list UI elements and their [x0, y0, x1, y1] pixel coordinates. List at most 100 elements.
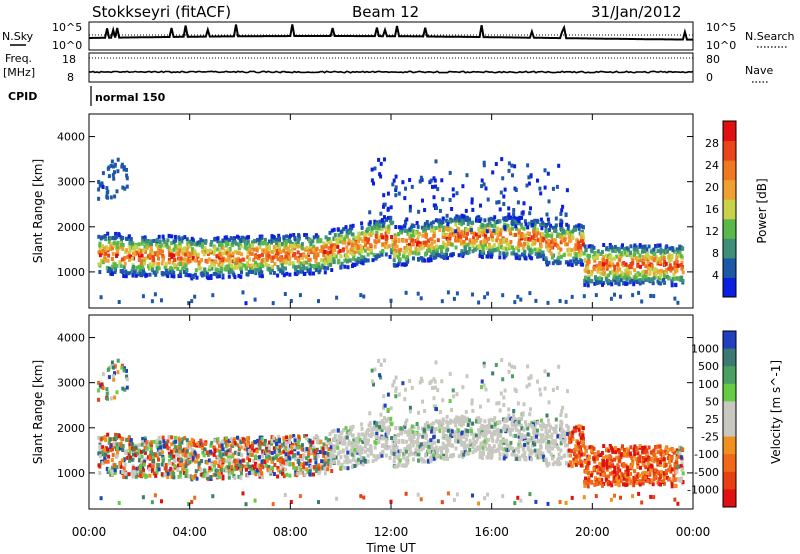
heatmap-cell: [239, 244, 243, 249]
heatmap-cell: [214, 460, 218, 465]
heatmap-cell: [505, 241, 509, 246]
heatmap-cell: [460, 414, 464, 419]
heatmap-cell: [121, 269, 125, 273]
heatmap-cell: [97, 234, 101, 239]
nave-tick-top: 80: [706, 53, 720, 66]
heatmap-cell: [452, 296, 456, 301]
heatmap-cell: [312, 472, 315, 477]
heatmap-cell: [266, 242, 270, 246]
heatmap-cell: [609, 296, 613, 301]
heatmap-cell: [531, 235, 535, 240]
heatmap-cell: [109, 267, 113, 272]
heatmap-cell: [578, 253, 582, 258]
heatmap-cell: [247, 248, 251, 252]
heatmap-cell: [231, 460, 235, 465]
heatmap-cell: [290, 243, 293, 248]
heatmap-cell: [107, 266, 111, 271]
heatmap-cell: [588, 254, 592, 258]
heatmap-cell: [377, 440, 381, 445]
heatmap-cell: [245, 266, 248, 271]
heatmap-cell: [523, 453, 526, 458]
heatmap-cell: [624, 269, 628, 274]
heatmap-cell: [462, 452, 466, 457]
heatmap-cell: [557, 163, 561, 168]
heatmap-cell: [530, 457, 534, 462]
heatmap-cell: [423, 422, 427, 427]
heatmap-cell: [139, 265, 142, 270]
heatmap-cell: [167, 233, 171, 238]
heatmap-cell: [453, 216, 457, 221]
heatmap-cell: [314, 259, 318, 264]
heatmap-cell: [314, 268, 318, 273]
heatmap-cell: [360, 221, 364, 226]
heatmap-cell: [412, 256, 415, 261]
heatmap-cell: [522, 427, 526, 432]
heatmap-cell: [151, 263, 155, 268]
heatmap-cell: [227, 274, 231, 279]
heatmap-cell: [468, 239, 472, 244]
heatmap-cell: [177, 252, 181, 256]
heatmap-cell: [142, 449, 146, 454]
heatmap-cell: [160, 472, 164, 477]
heatmap-cell: [247, 449, 251, 453]
heatmap-cell: [118, 245, 122, 250]
heatmap-cell: [331, 453, 335, 458]
heatmap-cell: [327, 460, 331, 465]
heatmap-cell: [140, 241, 144, 246]
heatmap-cell: [327, 261, 331, 266]
heatmap-cell: [190, 241, 194, 246]
heatmap-cell: [327, 441, 331, 446]
heatmap-cell: [142, 261, 146, 266]
heatmap-cell: [526, 441, 530, 446]
heatmap-cell: [360, 225, 364, 230]
heatmap-cell: [267, 464, 271, 469]
heatmap-cell: [351, 251, 355, 256]
heatmap-cell: [181, 448, 185, 453]
heatmap-cell: [181, 437, 185, 442]
heatmap-cell: [293, 447, 297, 452]
heatmap-cell: [412, 232, 416, 237]
heatmap-cell: [167, 258, 171, 262]
heatmap-cell: [356, 447, 360, 452]
heatmap-cell: [382, 220, 386, 225]
heatmap-cell: [305, 235, 309, 240]
heatmap-cell: [97, 196, 101, 201]
heatmap-cell: [319, 440, 323, 445]
heatmap-cell: [533, 241, 537, 246]
heatmap-cell: [97, 187, 101, 192]
heatmap-cell: [513, 164, 517, 169]
heatmap-cell: [175, 452, 179, 457]
heatmap-cell: [341, 441, 345, 446]
heatmap-cell: [363, 232, 367, 237]
heatmap-cell: [573, 225, 577, 230]
heatmap-cell: [539, 445, 543, 450]
heatmap-cell: [468, 217, 472, 222]
heatmap-cell: [276, 257, 280, 261]
heatmap-cell: [385, 245, 389, 250]
heatmap-cell: [498, 420, 502, 425]
heatmap-cell: [610, 282, 614, 287]
heatmap-cell: [148, 473, 152, 478]
heatmap-cell: [167, 260, 171, 265]
heatmap-cell: [526, 225, 530, 230]
heatmap-cell: [284, 251, 288, 256]
heatmap-cell: [210, 239, 214, 244]
heatmap-cell: [409, 451, 413, 456]
heatmap-cell: [256, 262, 260, 267]
heatmap-cell: [445, 434, 449, 439]
heatmap-cell: [455, 214, 459, 219]
heatmap-cell: [507, 161, 511, 166]
heatmap-cell: [281, 442, 284, 447]
heatmap-cell: [252, 458, 256, 463]
heatmap-cell: [302, 454, 306, 459]
heatmap-cell: [293, 438, 297, 443]
heatmap-cell: [485, 237, 489, 242]
heatmap-cell: [530, 256, 534, 261]
heatmap-cell: [258, 472, 262, 477]
heatmap-cell: [377, 157, 381, 162]
heatmap-cell: [462, 415, 466, 420]
heatmap-cell: [204, 240, 207, 245]
heatmap-cell: [607, 273, 611, 278]
heatmap-cell: [534, 252, 538, 256]
heatmap-cell: [329, 250, 333, 255]
